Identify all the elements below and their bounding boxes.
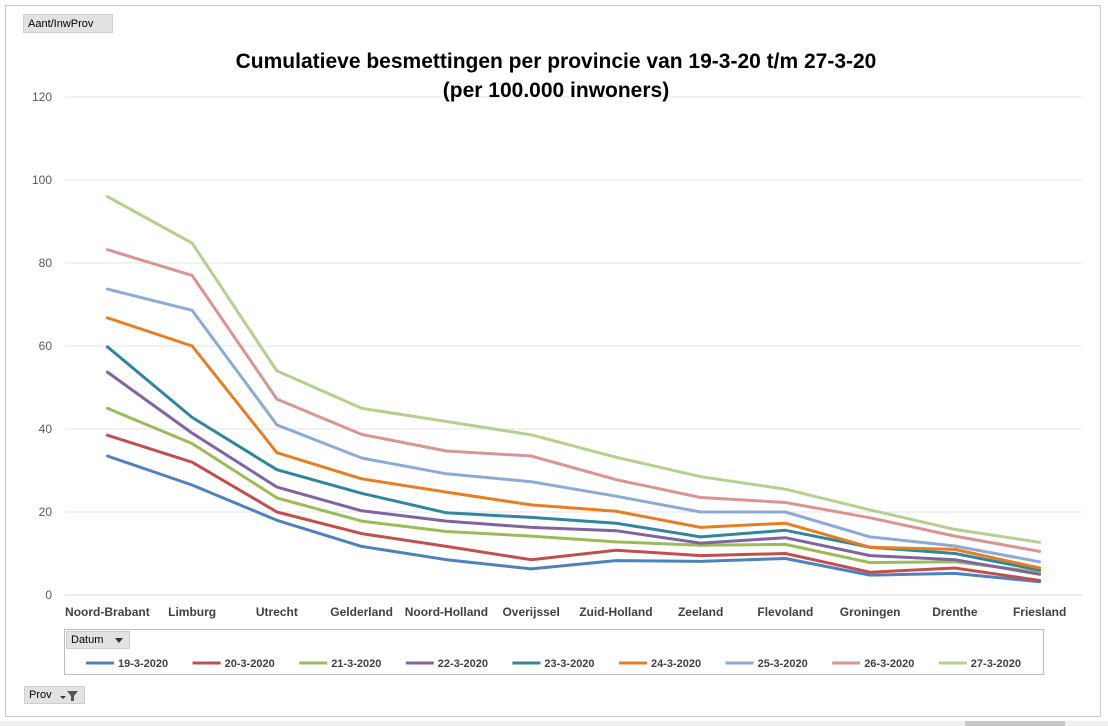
axis-field-label: Prov: [29, 689, 52, 701]
x-tick-label: Friesland: [1013, 605, 1066, 619]
legend-box: [64, 629, 1044, 675]
legend-label: 24-3-2020: [651, 658, 701, 670]
horizontal-scrollbar[interactable]: [0, 721, 1108, 726]
x-tick-label: Drenthe: [932, 605, 978, 619]
scrollbar-thumb[interactable]: [965, 721, 1065, 726]
series-field-button[interactable]: Datum: [66, 631, 130, 649]
legend-label: 23-3-2020: [544, 658, 594, 670]
values-field-button[interactable]: Aant/InwProv: [23, 14, 113, 33]
series-line-20-3-2020: [105, 433, 1042, 582]
x-tick-label: Groningen: [840, 605, 901, 619]
y-tick-label: 100: [32, 173, 52, 187]
chart-subtitle: (per 100.000 inwoners): [443, 79, 669, 102]
series-line-27-3-2020: [105, 195, 1042, 544]
series-field-label: Datum: [71, 634, 104, 646]
x-tick-label: Utrecht: [256, 605, 298, 619]
legend-label: 21-3-2020: [331, 658, 381, 670]
x-tick-label: Noord-Holland: [405, 605, 488, 619]
chevron-down-icon[interactable]: [115, 638, 123, 643]
legend-label: 26-3-2020: [864, 658, 914, 670]
series-lines: [105, 195, 1042, 584]
legend-label: 22-3-2020: [438, 658, 488, 670]
y-tick-label: 120: [32, 90, 52, 104]
x-tick-label: Gelderland: [330, 605, 393, 619]
y-tick-label: 20: [39, 505, 53, 519]
legend-label: 27-3-2020: [971, 658, 1021, 670]
values-field-label: Aant/InwProv: [28, 17, 94, 30]
x-tick-label: Zeeland: [678, 605, 723, 619]
chart-frame: [5, 5, 1101, 717]
series-line-26-3-2020: [105, 248, 1042, 553]
y-axis-ticks: 0 20 40 60 80 100 120: [32, 90, 52, 602]
legend-label: 25-3-2020: [758, 658, 808, 670]
x-axis-ticks: Noord-Brabant Limburg Utrecht Gelderland Noo…: [65, 605, 1066, 619]
chart-title: Cumulatieve besmettingen per provincie v…: [236, 50, 877, 73]
x-tick-label: Zuid-Holland: [579, 605, 652, 619]
y-tick-label: 40: [39, 422, 53, 436]
series-line-22-3-2020: [105, 370, 1042, 576]
y-tick-label: 80: [39, 256, 53, 270]
series-line-25-3-2020: [105, 287, 1042, 564]
y-tick-label: 60: [39, 339, 53, 353]
y-tick-label: 0: [45, 588, 52, 602]
series-line-21-3-2020: [105, 406, 1042, 574]
filter-icon[interactable]: [59, 690, 79, 702]
x-tick-label: Limburg: [168, 605, 216, 619]
axis-field-button[interactable]: Prov: [24, 686, 85, 704]
legend-label: 20-3-2020: [225, 658, 275, 670]
series-line-19-3-2020: [105, 454, 1042, 584]
gridlines: [65, 96, 1082, 596]
legend-label: 19-3-2020: [118, 658, 168, 670]
series-line-23-3-2020: [105, 345, 1042, 572]
x-tick-label: Overijssel: [502, 605, 559, 619]
x-tick-label: Flevoland: [757, 605, 813, 619]
legend: 19-3-2020 20-3-2020 21-3-2020 22-3-2020 23-3…: [86, 658, 1021, 670]
x-tick-label: Noord-Brabant: [65, 605, 150, 619]
series-line-24-3-2020: [105, 316, 1042, 570]
